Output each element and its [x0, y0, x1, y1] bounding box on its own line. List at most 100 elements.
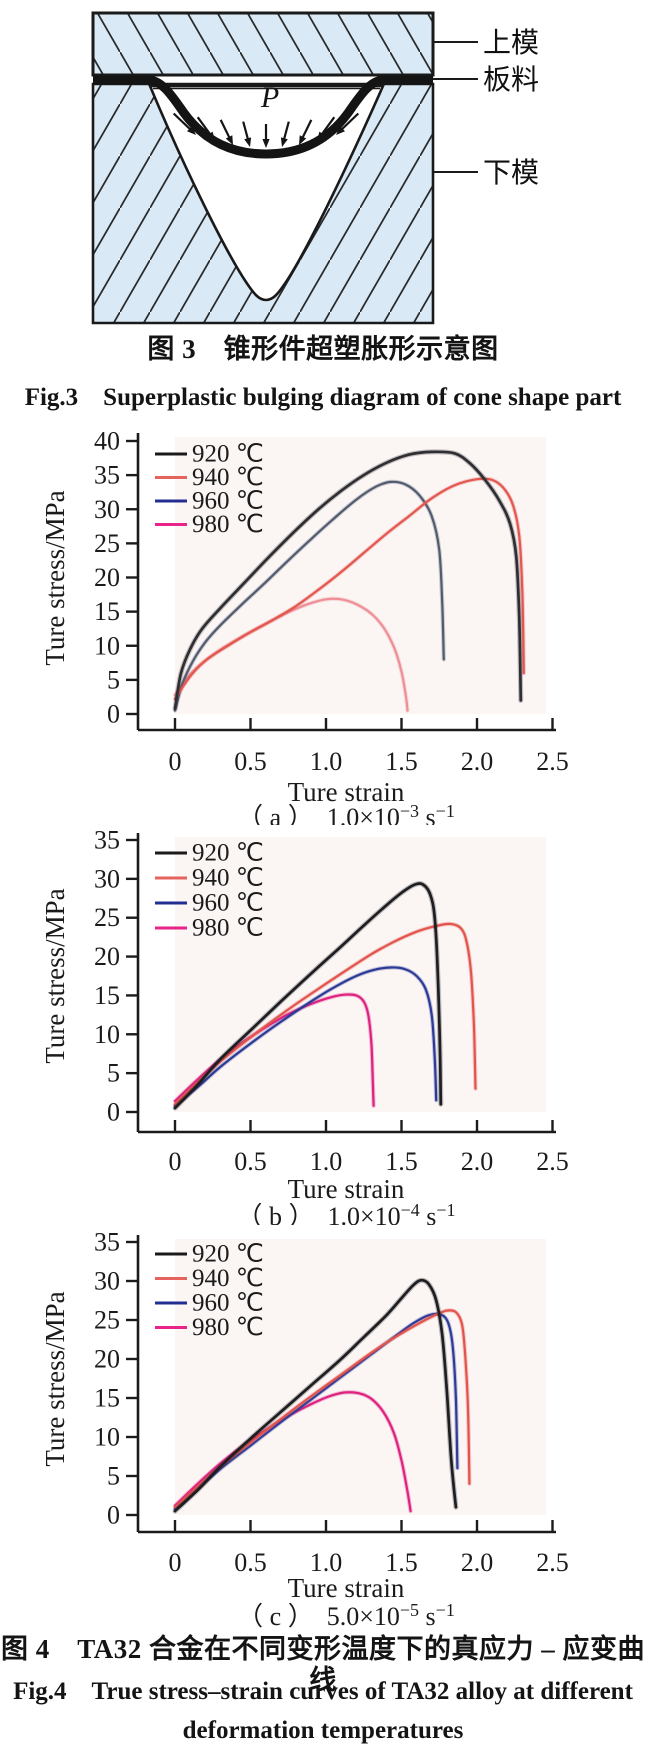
- plot-background: [175, 1239, 546, 1515]
- legend-label: 980 ℃: [192, 511, 264, 538]
- series-group: [172, 1277, 472, 1514]
- svg-text:30: 30: [94, 1267, 120, 1296]
- svg-text:25: 25: [94, 529, 120, 558]
- chart-b-series-920: [173, 882, 443, 1110]
- x-axis-title: Ture strain: [288, 1573, 405, 1603]
- svg-text:1.0: 1.0: [310, 1548, 343, 1577]
- fig4-caption-en-line1: Fig.4 True stress–strain curves of TA32 …: [13, 1678, 633, 1705]
- svg-text:2.0: 2.0: [461, 1147, 494, 1176]
- y-axis-title: Ture stress/MPa: [40, 888, 70, 1063]
- svg-text:0: 0: [169, 1147, 182, 1176]
- x-axis-ticks: 0 0.5 1.0 1.5 2.0 2.5: [169, 1520, 569, 1577]
- svg-text:2.5: 2.5: [536, 1548, 569, 1577]
- svg-text:20: 20: [94, 942, 120, 971]
- svg-text:1.5: 1.5: [385, 1548, 418, 1577]
- chart-b-series-940: [173, 922, 477, 1106]
- svg-text:30: 30: [94, 864, 120, 893]
- legend-label: 960 ℃: [192, 488, 264, 515]
- svg-text:0: 0: [107, 1501, 120, 1530]
- svg-text:0: 0: [169, 747, 182, 776]
- y-axis-ticks: 0 5 10 15 20 25 30 35: [94, 1228, 138, 1530]
- upper-die: [91, 11, 435, 77]
- svg-text:25: 25: [94, 1306, 120, 1335]
- chart-b-series-960: [173, 966, 438, 1107]
- legend-label: 940 ℃: [192, 1265, 264, 1292]
- legend-label: 960 ℃: [192, 1290, 264, 1317]
- chart-c-caption: （ c ） 5.0×10−5 s−1: [237, 1600, 455, 1631]
- label-upper-die: 上模: [483, 27, 539, 59]
- svg-text:25: 25: [94, 903, 120, 932]
- svg-text:15: 15: [94, 1384, 120, 1413]
- fig3-caption-en: Fig.3 Superplastic bulging diagram of co…: [24, 384, 622, 411]
- series-group: [172, 880, 478, 1111]
- svg-text:20: 20: [94, 1345, 120, 1374]
- legend-label: 920 ℃: [192, 1241, 264, 1268]
- svg-text:0: 0: [107, 700, 120, 729]
- svg-text:1.5: 1.5: [385, 1147, 418, 1176]
- svg-text:0.5: 0.5: [234, 1147, 267, 1176]
- svg-text:40: 40: [94, 427, 120, 456]
- label-sheet: 板料: [483, 64, 539, 96]
- svg-text:2.5: 2.5: [536, 1147, 569, 1176]
- legend-label: 920 ℃: [192, 441, 264, 468]
- chart-b: 0 5 10 15 20 25 30 35 0 0.5 1.0 1.5 2.0 2.5 Ture stres…: [40, 826, 569, 1226]
- y-axis-ticks: 0 5 10 15 20 25 30 35: [94, 826, 138, 1127]
- x-axis-ticks: 0 0.5 1.0 1.5 2.0 2.5: [169, 718, 569, 776]
- pressure-label: P: [260, 81, 279, 114]
- svg-text:5: 5: [107, 1059, 120, 1088]
- svg-text:15: 15: [94, 597, 120, 626]
- svg-text:10: 10: [94, 631, 120, 660]
- fig4-caption-en-line2: deformation temperatures: [182, 1717, 464, 1744]
- svg-text:10: 10: [94, 1020, 120, 1049]
- svg-text:0: 0: [169, 1548, 182, 1577]
- svg-text:10: 10: [94, 1423, 120, 1452]
- y-axis-title: Ture stress/MPa: [40, 1291, 70, 1466]
- sheet-bulged: [93, 75, 433, 159]
- chart-a-series-920: [173, 450, 523, 710]
- lower-die: [91, 82, 435, 325]
- legend-label: 940 ℃: [192, 865, 264, 892]
- svg-text:30: 30: [94, 495, 120, 524]
- chart-c-series-920: [173, 1278, 458, 1513]
- plot-background: [175, 437, 546, 714]
- chart-a-caption: （ a ） 1.0×10−3 s−1: [237, 801, 455, 825]
- fig3-caption-zh: 图 3 锥形件超塑胀形示意图: [147, 334, 499, 364]
- svg-text:0.5: 0.5: [234, 747, 267, 776]
- svg-text:2.5: 2.5: [536, 747, 569, 776]
- svg-text:2.0: 2.0: [461, 747, 494, 776]
- label-lower-die: 下模: [483, 157, 539, 189]
- chart-c-series-940: [173, 1309, 471, 1509]
- leader-lines: [433, 41, 478, 173]
- svg-text:2.0: 2.0: [461, 1548, 494, 1577]
- y-axis-title: Ture stress/MPa: [40, 490, 70, 665]
- svg-text:5: 5: [107, 1462, 120, 1491]
- axes: [136, 1235, 556, 1534]
- x-axis-ticks: 0 0.5 1.0 1.5 2.0 2.5: [169, 1120, 569, 1176]
- svg-text:0.5: 0.5: [234, 1548, 267, 1577]
- pressure-arrows: [172, 112, 360, 148]
- svg-text:35: 35: [94, 461, 120, 490]
- x-axis-title: Ture strain: [288, 777, 405, 807]
- svg-text:15: 15: [94, 981, 120, 1010]
- x-axis-title: Ture strain: [288, 1174, 405, 1204]
- svg-text:20: 20: [94, 563, 120, 592]
- svg-text:35: 35: [94, 826, 120, 855]
- legend-label: 920 ℃: [192, 840, 264, 867]
- fig4-caption-zh: 图 4 TA32 合金在不同变形温度下的真应力 – 应变曲线: [0, 1634, 645, 1696]
- legend-label: 960 ℃: [192, 890, 264, 917]
- chart-c: 0 5 10 15 20 25 30 35 0 0.5 1.0 1.5 2.0 2.5 Ture stres…: [40, 1228, 569, 1632]
- chart-a-series-960: [173, 480, 445, 712]
- chart-a: 0 5 10 15 20 25 30 35 40 0 0.5 1.0 1.5 2.0 2.5 Ture str…: [40, 427, 569, 826]
- bulging-diagram: P 上模 板料 下模: [91, 11, 539, 325]
- svg-text:5: 5: [107, 665, 120, 694]
- series-group: [172, 449, 526, 713]
- svg-text:35: 35: [94, 1228, 120, 1257]
- legend-label: 940 ℃: [192, 464, 264, 491]
- svg-text:1.0: 1.0: [310, 747, 343, 776]
- y-axis-ticks: 0 5 10 15 20 25 30 35 40: [94, 427, 138, 729]
- legend-label: 980 ℃: [192, 1314, 264, 1341]
